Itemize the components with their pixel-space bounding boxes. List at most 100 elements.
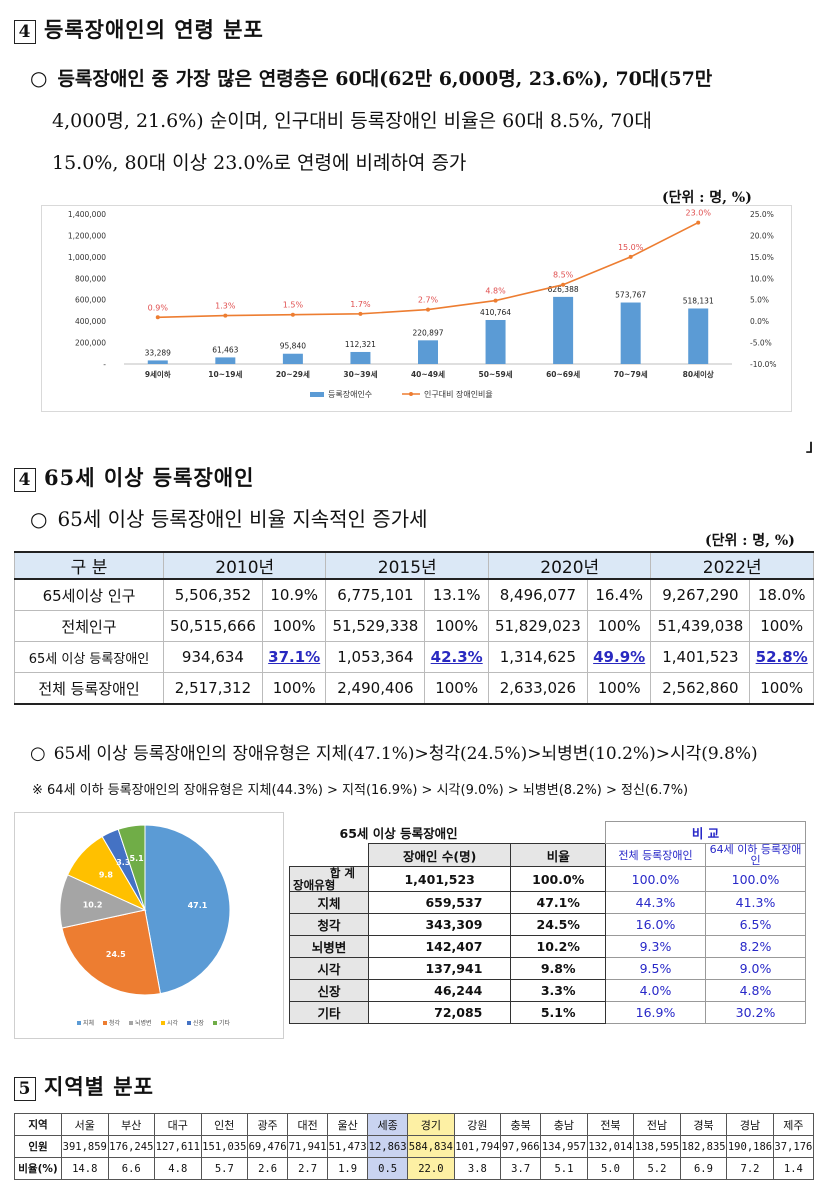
table-cell: 100% xyxy=(749,610,814,642)
ratio-point xyxy=(561,282,566,287)
section-age-heading: 4 등록장애인의 연령 분포 xyxy=(14,14,264,44)
section-title: 등록장애인의 연령 분포 xyxy=(44,17,264,42)
table-cell: 100% xyxy=(586,610,652,642)
section-number-box: 4 xyxy=(14,19,36,44)
type-total-cell: 44.3% xyxy=(605,891,706,914)
region-ratios-cell: 5.0 xyxy=(586,1157,635,1180)
bar-label: 220,897 xyxy=(412,328,443,337)
type-total-cell: 9.3% xyxy=(605,935,706,958)
legend-swatch xyxy=(77,1021,81,1025)
region-ratios-cell: 3.7 xyxy=(500,1157,542,1180)
pie-label: 3.3 xyxy=(116,858,130,867)
bar xyxy=(282,353,303,364)
pie-label: 47.1 xyxy=(188,901,208,910)
region-regions-cell: 울산 xyxy=(327,1113,369,1136)
category-label: 10~19세 xyxy=(208,369,242,379)
pie-slice xyxy=(144,824,231,995)
y-right-tick: 0.0% xyxy=(750,317,769,326)
table-cell: 100% xyxy=(586,672,652,705)
para-line-2: 4,000명, 21.6%) 순이며, 인구대비 등록장애인 비율은 60대 8… xyxy=(52,110,652,132)
region-people-cell: 138,595 xyxy=(633,1135,681,1158)
ratio-point xyxy=(223,313,228,318)
legend-bar-swatch xyxy=(310,392,324,397)
type-type-cell: 신장 xyxy=(289,979,369,1002)
col-u64: 64세 이하 등록장애인 xyxy=(705,843,806,867)
table-row: 65세 이상 등록장애인 934,634 37.1% 1,053,364 42.3% 1,… xyxy=(14,641,814,673)
table-cell: 2,490,406 xyxy=(325,672,426,705)
ratio-point xyxy=(628,254,633,259)
type-count-cell: 46,244 xyxy=(367,979,512,1002)
region-people-cell: 134,957 xyxy=(540,1135,588,1158)
type-ratio-cell: 10.2% xyxy=(510,935,606,958)
table-cell: 52.8% xyxy=(749,641,814,673)
table-cell: 51,829,023 xyxy=(487,610,588,642)
legend-label: 청각 xyxy=(109,1020,121,1027)
corner-top: 합 계 xyxy=(329,866,355,880)
type-type-cell: 청각 xyxy=(289,913,369,936)
y-right-tick: 10.0% xyxy=(750,274,774,283)
table-cell: 2,562,860 xyxy=(650,672,751,705)
region-ratios-cell: 1.4 xyxy=(772,1157,815,1180)
ratio-label: 15.0% xyxy=(618,243,644,252)
section-number-box: 5 xyxy=(14,1076,36,1101)
y-left-tick: 400,000 xyxy=(75,317,106,326)
row-label: 지역 xyxy=(14,1113,62,1136)
region-ratios-cell: 1.9 xyxy=(327,1157,369,1180)
pie-slice xyxy=(61,909,161,996)
ratio-point xyxy=(696,220,701,225)
table-row: 시각 137,941 9.8% 9.5% 9.0% xyxy=(289,957,806,980)
table-cell: 100% xyxy=(749,672,814,705)
table-cell: 13.1% xyxy=(424,578,489,611)
table-cell: 18.0% xyxy=(749,578,814,611)
region-regions-cell: 전남 xyxy=(633,1113,681,1136)
ratio-label: 0.9% xyxy=(148,303,169,312)
table-row: 전체 등록장애인 2,517,312 100% 2,490,406 100% 2,633,… xyxy=(14,672,814,705)
y-left-tick: 1,000,000 xyxy=(68,253,106,262)
category-label: 50~59세 xyxy=(479,369,513,379)
table-cell: 100% xyxy=(424,672,489,705)
header-cell: 2020년 xyxy=(487,551,652,580)
total-compare: 100.0% xyxy=(605,866,706,892)
region-ratios-cell: 5.1 xyxy=(540,1157,588,1180)
bar xyxy=(553,296,574,364)
region-ratios-cell: 3.8 xyxy=(453,1157,502,1180)
row-label: 전체 등록장애인 xyxy=(14,672,164,705)
y-right-tick: 15.0% xyxy=(750,253,774,262)
region-people-cell: 190,186 xyxy=(726,1135,774,1158)
region-people-cell: 584,834 xyxy=(407,1135,455,1158)
category-label: 20~29세 xyxy=(276,369,310,379)
table-cell: 16.4% xyxy=(586,578,652,611)
region-people-cell: 127,611 xyxy=(154,1135,202,1158)
region-regions-cell: 충북 xyxy=(500,1113,542,1136)
region-regions-cell: 광주 xyxy=(247,1113,289,1136)
table-cell: 8,496,077 xyxy=(487,578,588,611)
type-line-text: 65세 이상 등록장애인의 장애유형은 지체(47.1%)>청각(24.5%)>… xyxy=(53,744,758,764)
section-number-box: 4 xyxy=(14,467,36,492)
type-ratio-cell: 5.1% xyxy=(510,1001,606,1024)
bar xyxy=(350,351,371,364)
legend-label: 시각 xyxy=(167,1020,179,1027)
table-cell: 934,634 xyxy=(163,641,263,673)
row-label: 비율(%) xyxy=(14,1157,62,1180)
total-ratio: 100.0% xyxy=(510,866,606,892)
region-regions-cell: 부산 xyxy=(107,1113,156,1136)
bar-label: 518,131 xyxy=(683,296,714,305)
y-right-tick: 25.0% xyxy=(750,210,774,219)
header-cell: 2010년 xyxy=(162,551,327,580)
compare-header: 비 교 xyxy=(605,821,806,844)
region-regions-cell: 서울 xyxy=(61,1113,109,1136)
table-cell: 10.9% xyxy=(261,578,327,611)
table-cell: 51,529,338 xyxy=(325,610,426,642)
region-regions-cell: 세종 xyxy=(367,1113,409,1136)
ratio-point xyxy=(493,298,498,303)
bar-label: 61,463 xyxy=(212,345,238,354)
type-type-cell: 지체 xyxy=(289,891,369,914)
region-regions-cell: 제주 xyxy=(772,1113,815,1136)
unit-label-2: (단위 : 명, %) xyxy=(705,533,795,549)
table-cell: 100% xyxy=(261,672,327,705)
row-label: 65세이상 인구 xyxy=(14,578,164,611)
region-regions-cell: 충남 xyxy=(540,1113,588,1136)
legend-label: 뇌병변 xyxy=(135,1019,152,1027)
row-label: 65세 이상 등록장애인 xyxy=(14,641,164,673)
corner-bottom: 장애유형 xyxy=(293,878,336,892)
